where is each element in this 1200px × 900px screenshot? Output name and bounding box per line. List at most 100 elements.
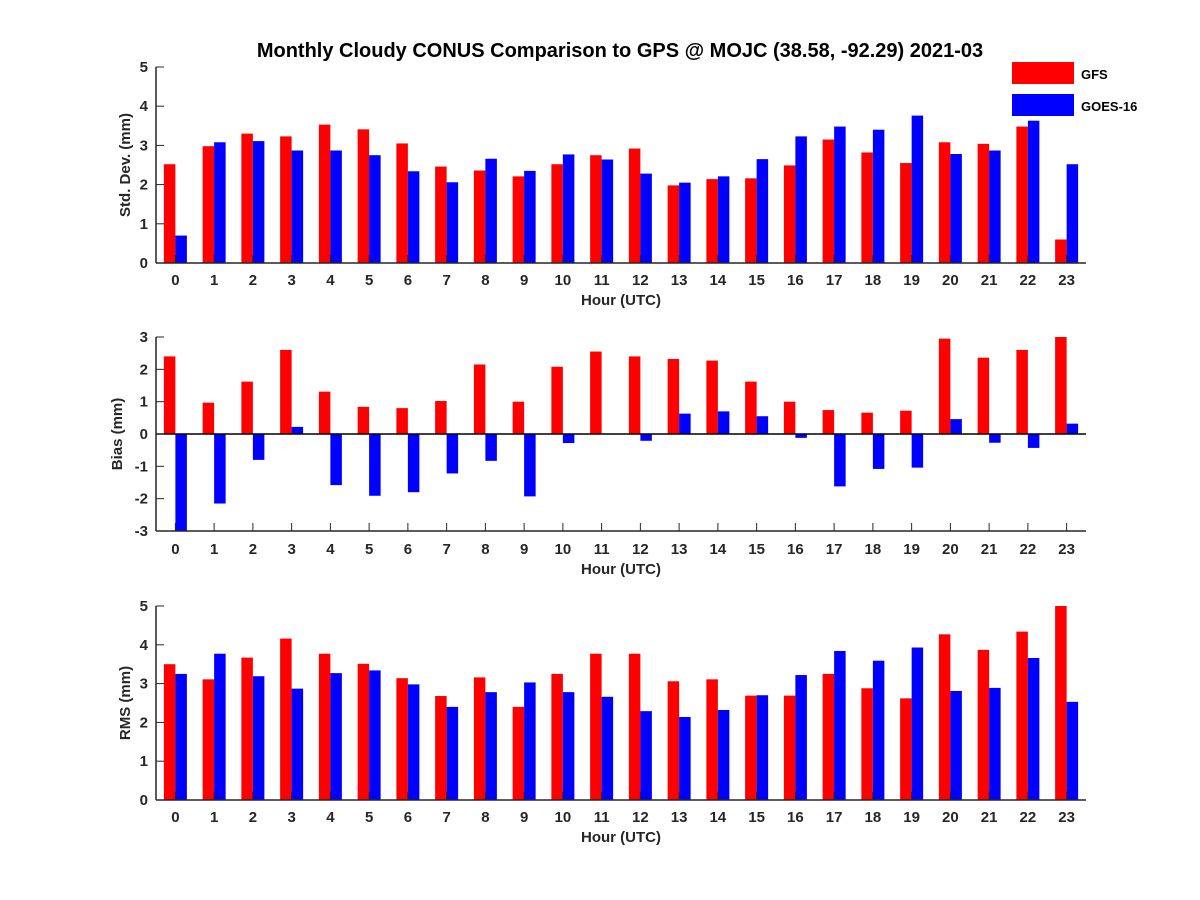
y-tick-label: 3 bbox=[140, 676, 148, 693]
x-tick-label: 17 bbox=[826, 809, 843, 826]
bar-goes16-hour-12 bbox=[640, 173, 652, 263]
x-tick-label: 5 bbox=[365, 272, 373, 289]
y-tick-label: 1 bbox=[140, 753, 148, 770]
x-tick-label: 20 bbox=[942, 541, 959, 558]
x-tick-label: 16 bbox=[787, 541, 804, 558]
chart-title: Monthly Cloudy CONUS Comparison to GPS @… bbox=[257, 40, 983, 62]
bar-goes16-hour-10 bbox=[562, 154, 575, 263]
y-tick-label: -3 bbox=[135, 523, 148, 540]
bar-gfs-hour-6 bbox=[396, 678, 408, 800]
bar-gfs-hour-14 bbox=[706, 179, 718, 263]
bar-goes16-hour-6 bbox=[407, 434, 420, 493]
bar-gfs-hour-18 bbox=[861, 688, 873, 800]
x-tick-label: 9 bbox=[520, 541, 528, 558]
bar-goes16-hour-0 bbox=[175, 673, 187, 800]
bar-goes16-hour-18 bbox=[872, 434, 885, 469]
x-tick-label: 14 bbox=[710, 809, 727, 826]
bar-goes16-hour-15 bbox=[756, 159, 769, 263]
bar-goes16-hour-3 bbox=[291, 688, 304, 800]
y-tick-label: 2 bbox=[140, 177, 148, 194]
bar-gfs-hour-1 bbox=[202, 146, 215, 263]
bar-gfs-hour-17 bbox=[822, 673, 835, 800]
x-tick-label: 6 bbox=[404, 272, 412, 289]
bar-gfs-hour-23 bbox=[1055, 606, 1067, 800]
bar-goes16-hour-11 bbox=[601, 696, 614, 800]
bar-goes16-hour-7 bbox=[446, 182, 459, 263]
bar-gfs-hour-15 bbox=[745, 695, 757, 800]
bar-gfs-hour-1 bbox=[202, 402, 215, 434]
x-tick-label: 5 bbox=[365, 541, 373, 558]
panel-bias: 0 1 2 3 4 5 6 7 8 9 10 11 12 13 14 15 16 17 18 19 20 21 22 23-3… bbox=[109, 329, 1086, 578]
bar-goes16-hour-20 bbox=[950, 690, 962, 800]
y-tick-label: 4 bbox=[140, 98, 149, 115]
bar-goes16-hour-17 bbox=[834, 434, 846, 487]
bar-goes16-hour-6 bbox=[407, 684, 420, 800]
bar-gfs-hour-5 bbox=[357, 406, 370, 434]
x-tick-label: 19 bbox=[903, 541, 920, 558]
x-tick-label: 13 bbox=[671, 272, 688, 289]
y-axis-label: RMS (mm) bbox=[117, 666, 134, 740]
bar-goes16-hour-20 bbox=[950, 419, 962, 434]
bar-goes16-hour-5 bbox=[369, 155, 381, 263]
x-tick-label: 8 bbox=[481, 809, 489, 826]
x-tick-label: 11 bbox=[594, 272, 610, 289]
x-tick-label: 20 bbox=[942, 809, 959, 826]
bar-gfs-hour-13 bbox=[667, 358, 680, 434]
bar-gfs-hour-21 bbox=[977, 357, 990, 434]
x-tick-label: 22 bbox=[1020, 809, 1037, 826]
x-tick-label: 22 bbox=[1020, 272, 1037, 289]
x-tick-label: 13 bbox=[671, 541, 688, 558]
bar-gfs-hour-23 bbox=[1055, 337, 1067, 434]
bar-gfs-hour-8 bbox=[473, 677, 486, 800]
x-tick-label: 12 bbox=[632, 809, 649, 826]
x-tick-label: 1 bbox=[210, 541, 218, 558]
bar-gfs-hour-1 bbox=[202, 679, 215, 800]
y-tick-label: 1 bbox=[140, 394, 148, 411]
x-tick-label: 2 bbox=[249, 272, 257, 289]
bar-goes16-hour-2 bbox=[252, 676, 265, 800]
bar-gfs-hour-22 bbox=[1016, 349, 1028, 434]
bar-gfs-hour-9 bbox=[512, 401, 525, 434]
x-tick-label: 18 bbox=[865, 809, 882, 826]
x-tick-label: 23 bbox=[1058, 272, 1075, 289]
bar-gfs-hour-12 bbox=[628, 356, 641, 434]
bar-gfs-hour-20 bbox=[938, 634, 951, 800]
bar-gfs-hour-10 bbox=[551, 366, 563, 434]
bar-gfs-hour-9 bbox=[512, 706, 525, 800]
bar-gfs-hour-12 bbox=[628, 653, 641, 800]
bar-gfs-hour-16 bbox=[783, 401, 796, 434]
x-tick-label: 13 bbox=[671, 809, 688, 826]
x-tick-label: 3 bbox=[287, 541, 295, 558]
x-tick-label: 10 bbox=[555, 541, 572, 558]
panel-std-dev: 0 1 2 3 4 5 6 7 8 9 10 11 12 13 14 15 16 17 18 19 20 21 22 2301… bbox=[117, 59, 1086, 309]
x-tick-label: 20 bbox=[942, 272, 959, 289]
bar-gfs-hour-6 bbox=[396, 143, 408, 263]
bar-gfs-hour-4 bbox=[318, 653, 331, 800]
bar-goes16-hour-7 bbox=[446, 434, 459, 474]
bar-goes16-hour-21 bbox=[989, 150, 1001, 263]
x-tick-label: 3 bbox=[287, 272, 295, 289]
x-tick-label: 21 bbox=[981, 541, 998, 558]
bar-goes16-hour-8 bbox=[485, 158, 497, 263]
bar-gfs-hour-0 bbox=[163, 164, 176, 263]
x-tick-label: 17 bbox=[826, 272, 843, 289]
bar-goes16-hour-17 bbox=[834, 126, 846, 263]
y-tick-label: -1 bbox=[135, 458, 148, 475]
bar-goes16-hour-4 bbox=[330, 434, 342, 486]
x-tick-label: 4 bbox=[326, 272, 335, 289]
bar-gfs-hour-15 bbox=[745, 178, 757, 263]
bar-gfs-hour-21 bbox=[977, 143, 990, 263]
x-tick-label: 0 bbox=[171, 541, 179, 558]
bar-goes16-hour-9 bbox=[524, 682, 536, 800]
bar-gfs-hour-7 bbox=[435, 401, 447, 434]
bar-gfs-hour-19 bbox=[900, 163, 912, 263]
bar-gfs-hour-14 bbox=[706, 679, 718, 800]
x-tick-label: 23 bbox=[1058, 541, 1075, 558]
bar-gfs-hour-7 bbox=[435, 166, 447, 263]
bar-goes16-hour-22 bbox=[1027, 120, 1040, 263]
bar-gfs-hour-11 bbox=[590, 653, 602, 800]
bar-goes16-hour-19 bbox=[911, 434, 924, 468]
y-tick-label: 3 bbox=[140, 137, 148, 154]
bar-gfs-hour-8 bbox=[473, 364, 486, 434]
bar-gfs-hour-13 bbox=[667, 681, 680, 800]
